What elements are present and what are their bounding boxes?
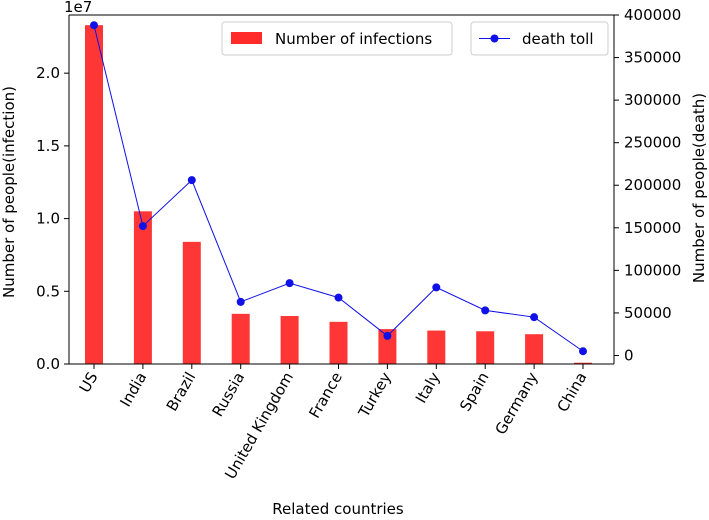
legend-death-toll-marker bbox=[490, 34, 499, 43]
bar-brazil bbox=[182, 241, 201, 364]
death-point-united-kingdom bbox=[285, 279, 294, 288]
death-point-france bbox=[334, 293, 343, 302]
y-axis-right-label: Number of people(death) bbox=[690, 93, 708, 283]
bar-us bbox=[85, 25, 103, 364]
bar-united-kingdom bbox=[280, 316, 299, 364]
right-tick-label: 250000 bbox=[624, 134, 681, 152]
right-tick-label: 350000 bbox=[624, 49, 681, 67]
left-tick-label: 2.0 bbox=[36, 64, 60, 82]
bar-india bbox=[133, 211, 152, 364]
left-tick-label: 0.5 bbox=[36, 282, 60, 300]
death-point-germany bbox=[530, 313, 539, 322]
y-axis-left-label: Number of people(infection) bbox=[0, 86, 18, 298]
death-point-india bbox=[138, 222, 147, 231]
x-tick-label: Italy bbox=[412, 369, 444, 406]
legend-death-toll-label: death toll bbox=[522, 30, 594, 48]
death-point-spain bbox=[481, 306, 490, 315]
legend-infections: Number of infections bbox=[221, 21, 453, 56]
bar-russia bbox=[231, 313, 250, 364]
left-tick-label: 0.0 bbox=[36, 355, 60, 373]
right-tick-label: 50000 bbox=[624, 304, 672, 322]
x-tick-label: Russia bbox=[208, 369, 248, 420]
right-tick-label: 100000 bbox=[624, 261, 681, 279]
left-axis-multiplier: 1e7 bbox=[64, 0, 92, 16]
x-tick-label: France bbox=[305, 369, 346, 421]
death-point-brazil bbox=[187, 176, 196, 185]
bar-spain bbox=[476, 331, 495, 364]
legend-death-toll: death toll bbox=[470, 21, 609, 56]
x-tick-label: China bbox=[553, 369, 590, 415]
x-tick-label: Spain bbox=[456, 369, 493, 414]
x-tick-label: Turkey bbox=[354, 369, 395, 421]
right-tick-label: 400000 bbox=[624, 6, 681, 24]
bar-italy bbox=[427, 330, 446, 364]
bar-china bbox=[574, 362, 592, 364]
infection-bars bbox=[85, 25, 592, 364]
right-axis-ticks: 0 50000 100000 150000 200000 250000 300000 3500… bbox=[614, 6, 681, 364]
bar-germany bbox=[525, 334, 544, 364]
death-point-us bbox=[90, 21, 98, 30]
death-toll-line bbox=[90, 21, 587, 356]
death-toll-polyline bbox=[93, 25, 584, 352]
legend-infections-swatch bbox=[231, 32, 262, 44]
bar-turkey bbox=[378, 329, 397, 364]
legend-death-toll-frame bbox=[470, 21, 609, 56]
x-tick-label: US bbox=[76, 369, 102, 396]
death-point-russia bbox=[236, 297, 245, 306]
x-tick-label: India bbox=[116, 369, 150, 410]
right-tick-label: 0 bbox=[624, 346, 634, 364]
legend-infections-frame bbox=[221, 21, 453, 56]
right-tick-label: 200000 bbox=[624, 176, 681, 194]
x-tick-label: Germany bbox=[491, 369, 541, 438]
death-point-turkey bbox=[383, 331, 392, 340]
right-tick-label: 150000 bbox=[624, 219, 681, 237]
death-point-china bbox=[579, 347, 587, 356]
x-axis-label: Related countries bbox=[272, 500, 404, 516]
bar-france bbox=[329, 321, 348, 364]
right-tick-label: 300000 bbox=[624, 91, 681, 109]
x-tick-label: Brazil bbox=[163, 369, 200, 414]
death-point-italy bbox=[432, 283, 441, 292]
left-tick-label: 1.0 bbox=[36, 210, 60, 228]
legend-infections-label: Number of infections bbox=[275, 30, 432, 48]
left-axis-ticks: 0.0 0.5 1.0 1.5 2.0 bbox=[36, 64, 69, 373]
left-tick-label: 1.5 bbox=[36, 137, 60, 155]
